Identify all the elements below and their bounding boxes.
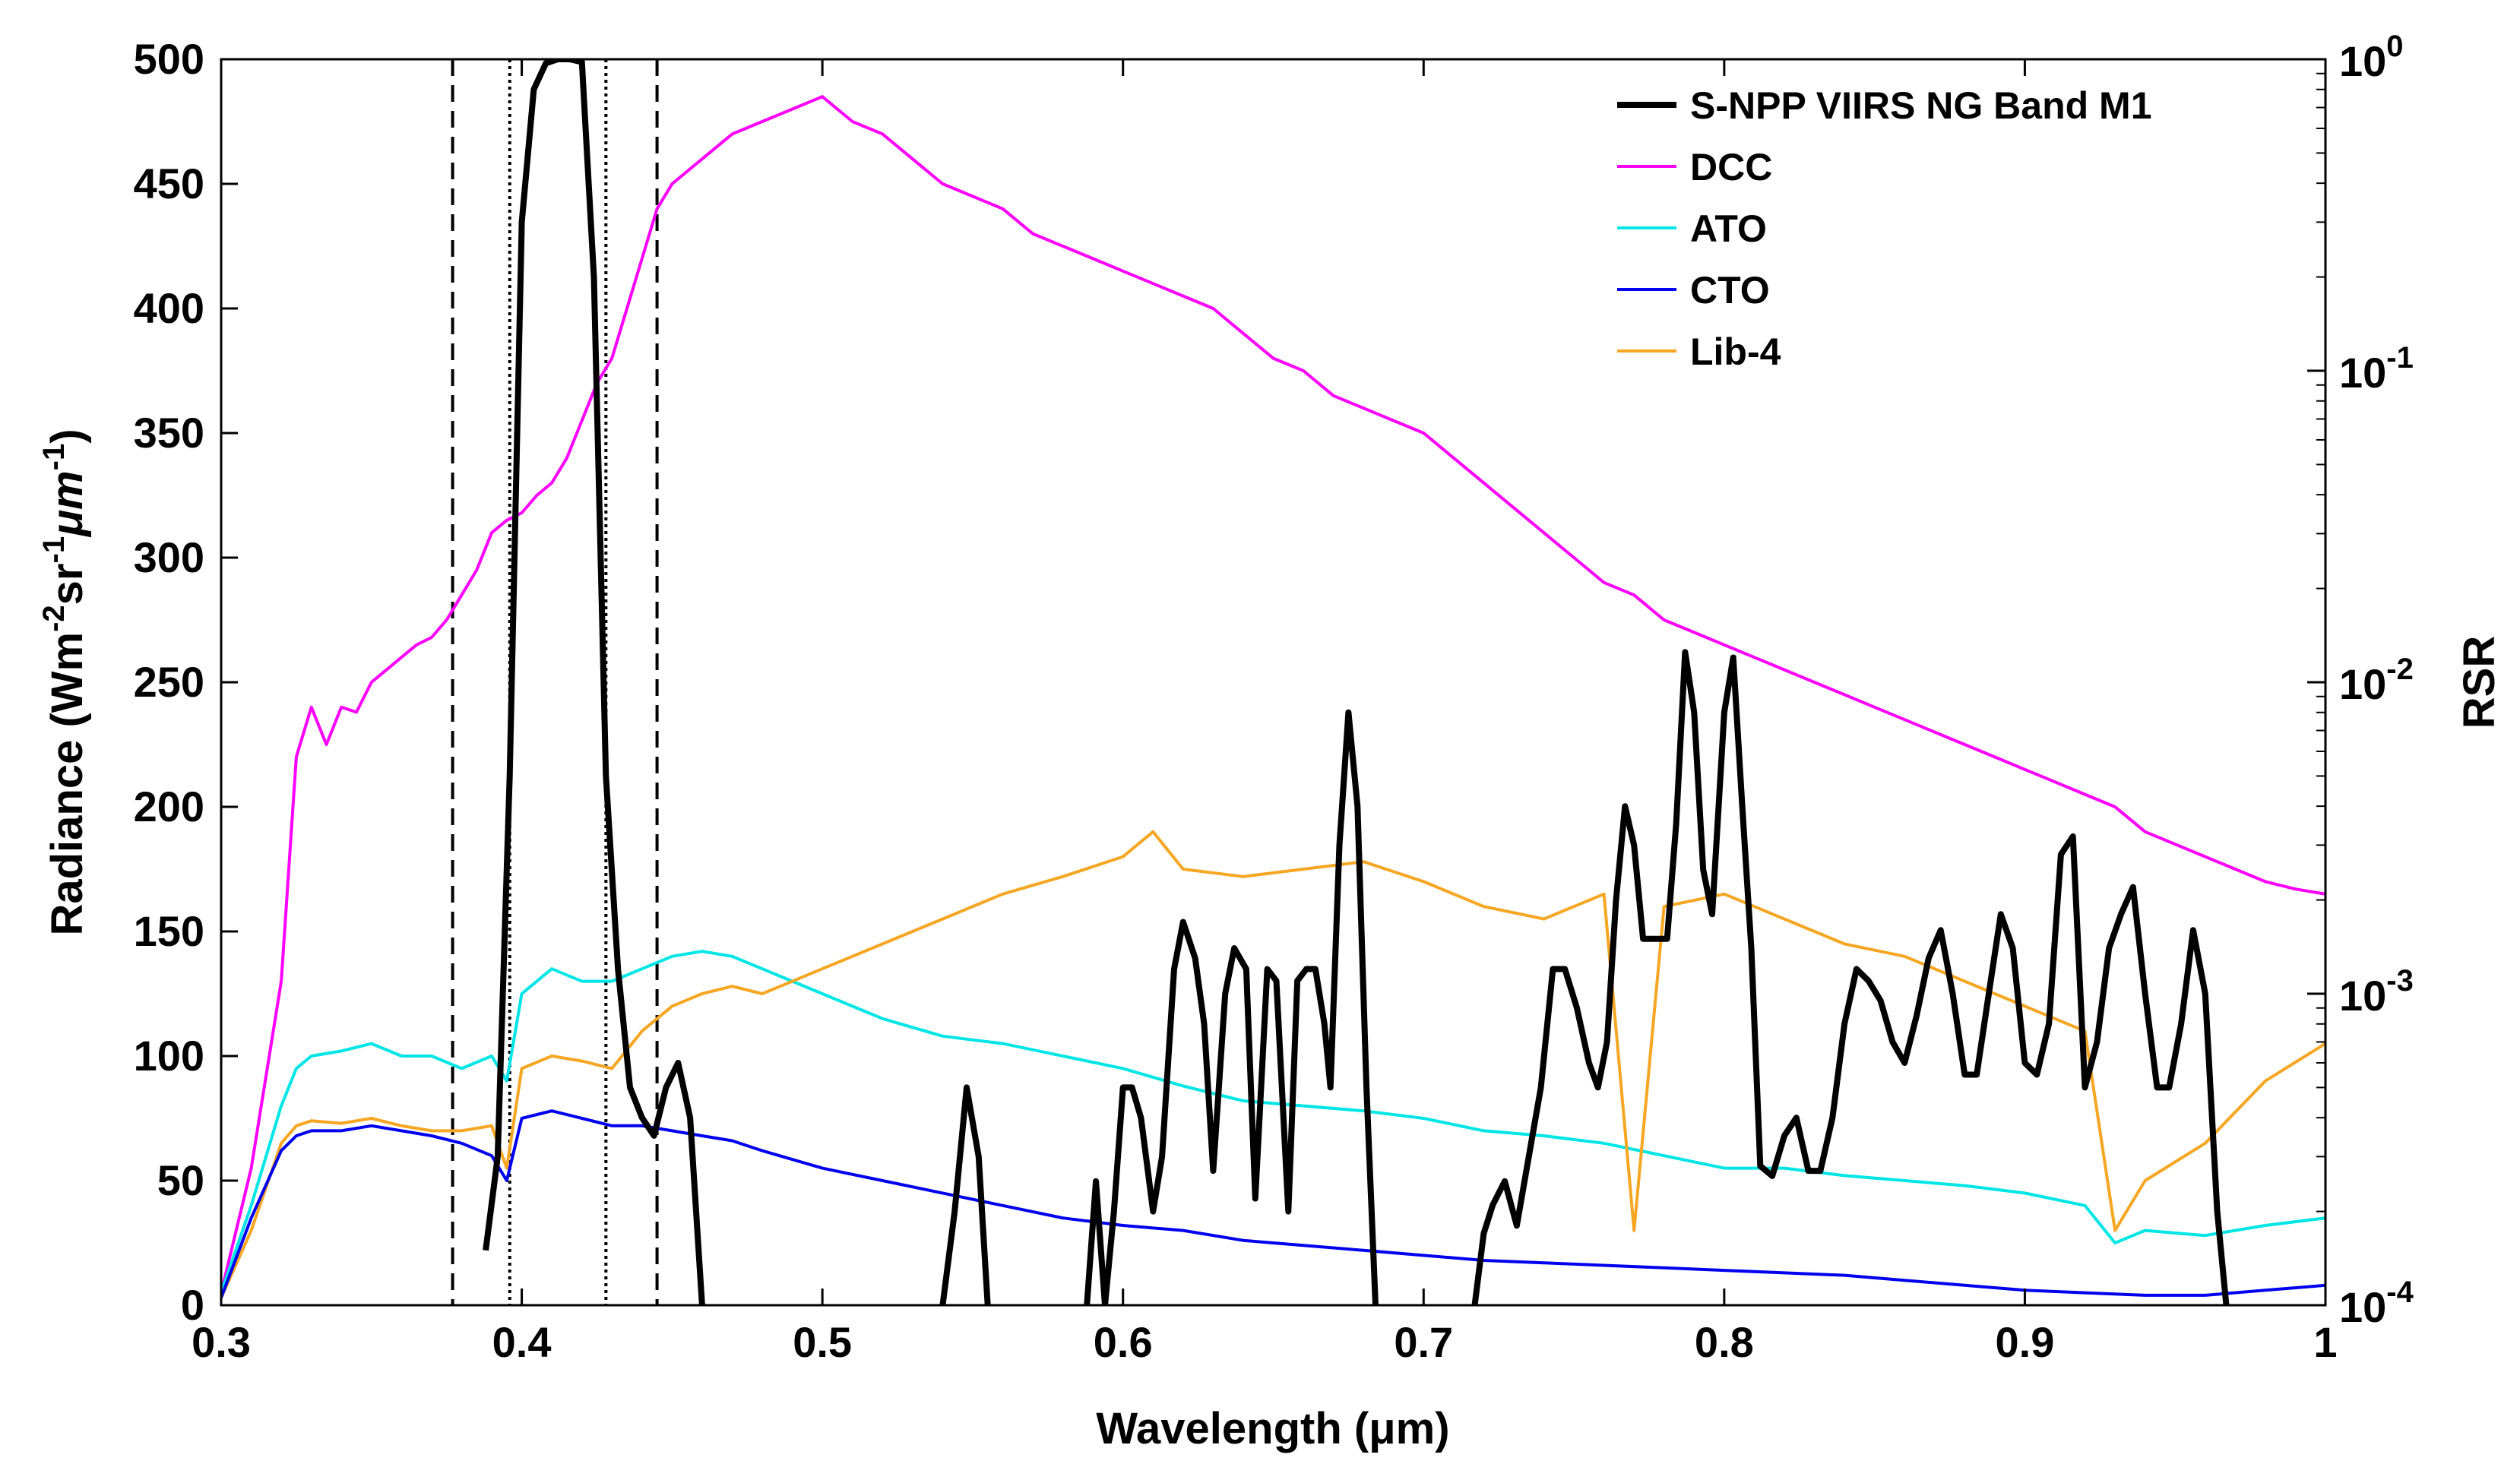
y-tick-label: 250 <box>134 658 204 706</box>
series-line-s-npp-viirs-ng-band-m1 <box>1471 649 2230 1305</box>
y2-tick-label: 10-3 <box>2339 964 2414 1020</box>
right-y-axis: 10-4 10-3 10-2 10-1 100 <box>2307 30 2414 1331</box>
x-tick-label: 0.7 <box>1394 1318 1453 1366</box>
x-tick-label: 0.8 <box>1695 1318 1754 1366</box>
y-tick-label: 350 <box>134 409 204 457</box>
y-tick-label: 400 <box>134 284 204 332</box>
y2-tick-label: 100 <box>2339 30 2404 85</box>
y2-tick-label: 10-2 <box>2339 653 2414 708</box>
x-tick-label: 0.4 <box>492 1318 552 1366</box>
legend-label: Lib-4 <box>1690 330 1781 373</box>
x-axis: 0.3 0.4 0.5 0.6 0.7 0.8 0.9 1 <box>192 59 2338 1366</box>
y-axis-title-unit: μm <box>43 470 92 538</box>
y-tick-label: 500 <box>134 35 204 83</box>
y-tick-label: 300 <box>134 533 204 581</box>
series-line-s-npp-viirs-ng-band-m1 <box>1084 709 1379 1305</box>
x-tick-label: 0.5 <box>793 1318 852 1366</box>
x-tick-label: 0.6 <box>1094 1318 1153 1366</box>
series-line-s-npp-viirs-ng-band-m1 <box>939 1084 991 1305</box>
y-axis-title-prefix: Radiance (Wm <box>43 632 92 936</box>
legend-label: CTO <box>1690 269 1770 311</box>
right-y-axis-title: RSR <box>2455 636 2504 729</box>
series-line-dcc <box>221 95 2325 1294</box>
y-tick-label: 150 <box>134 907 204 955</box>
y-tick-label: 50 <box>157 1156 204 1204</box>
y-tick-label: 450 <box>134 160 204 207</box>
y-tick-label: 100 <box>134 1032 204 1080</box>
left-y-axis: 0 50 100 150 200 250 300 350 400 450 500 <box>134 35 238 1329</box>
legend-label: ATO <box>1690 207 1767 250</box>
series-line-cto <box>221 1109 2325 1298</box>
series-line-ato <box>221 950 2325 1294</box>
x-tick-label: 0.9 <box>1995 1318 2054 1366</box>
y-axis-title-sr: sr <box>43 563 92 605</box>
series-line-s-npp-viirs-ng-band-m1 <box>483 59 705 1305</box>
y-tick-label: 200 <box>134 783 204 830</box>
legend: S-NPP VIIRS NG Band M1 DCC ATO CTO Lib-4 <box>1617 84 2152 373</box>
y-axis-title-suffix: ) <box>43 428 92 443</box>
series-line-lib-4 <box>221 830 2325 1299</box>
x-tick-label: 1 <box>2313 1318 2337 1366</box>
legend-label: DCC <box>1690 146 1772 188</box>
legend-label: S-NPP VIIRS NG Band M1 <box>1690 84 2152 127</box>
y2-tick-label: 10-1 <box>2339 341 2414 397</box>
y2-tick-label: 10-4 <box>2339 1276 2414 1331</box>
x-axis-title: Wavelength (μm) <box>1096 1404 1449 1453</box>
series-lines <box>221 59 2325 1305</box>
y-tick-label: 0 <box>181 1281 204 1329</box>
y-axis-title-sup: -1 <box>37 536 71 564</box>
y-axis-title: Radiance (Wm-2sr-1μm-1) <box>37 428 92 935</box>
y-axis-title-sup: -1 <box>37 444 71 471</box>
y-axis-title-sup: -2 <box>37 605 71 632</box>
x-tick-label: 0.3 <box>192 1318 251 1366</box>
